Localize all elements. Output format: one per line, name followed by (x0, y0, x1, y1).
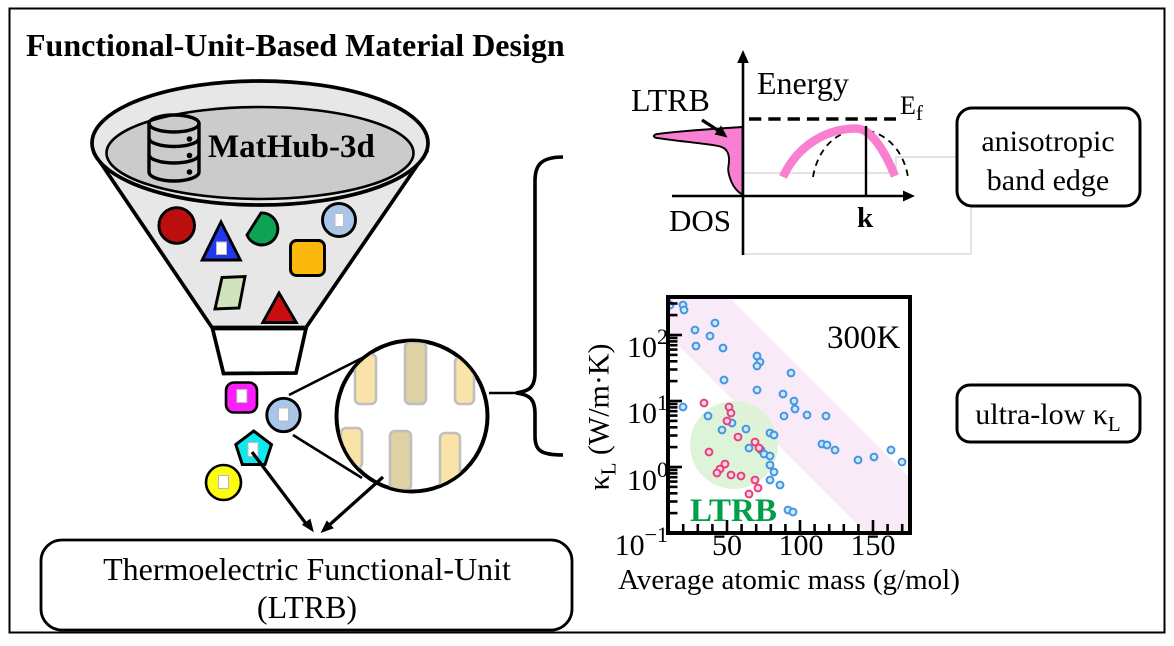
svg-text:102: 102 (627, 324, 668, 364)
svg-text:Functional-Unit-Based Material: Functional-Unit-Based Material Design (26, 27, 565, 63)
svg-text:Energy: Energy (757, 65, 849, 101)
svg-text:DOS: DOS (669, 203, 731, 238)
svg-text:κL (W/m·K): κL (W/m·K) (583, 343, 621, 490)
svg-text:LTRB: LTRB (690, 493, 777, 529)
svg-text:LTRB: LTRB (631, 82, 710, 118)
svg-text:Thermoelectric Functional-Unit: Thermoelectric Functional-Unit (103, 551, 511, 587)
svg-text:10−1: 10−1 (615, 522, 668, 562)
svg-text:50: 50 (712, 529, 742, 562)
svg-text:ultra-low κL: ultra-low κL (975, 398, 1120, 436)
svg-text:Average atomic mass (g/mol): Average atomic mass (g/mol) (618, 564, 960, 596)
svg-text:(LTRB): (LTRB) (257, 589, 357, 625)
svg-text:100: 100 (779, 529, 824, 562)
svg-text:Ef: Ef (900, 91, 923, 125)
svg-text:band edge: band edge (987, 164, 1109, 197)
svg-text:anisotropic: anisotropic (981, 125, 1114, 158)
svg-text:300K: 300K (827, 320, 901, 356)
svg-text:101: 101 (627, 390, 668, 430)
svg-text:k: k (857, 202, 874, 234)
svg-text:150: 150 (851, 529, 896, 562)
svg-text:MatHub-3d: MatHub-3d (208, 129, 375, 165)
svg-text:100: 100 (627, 457, 668, 497)
